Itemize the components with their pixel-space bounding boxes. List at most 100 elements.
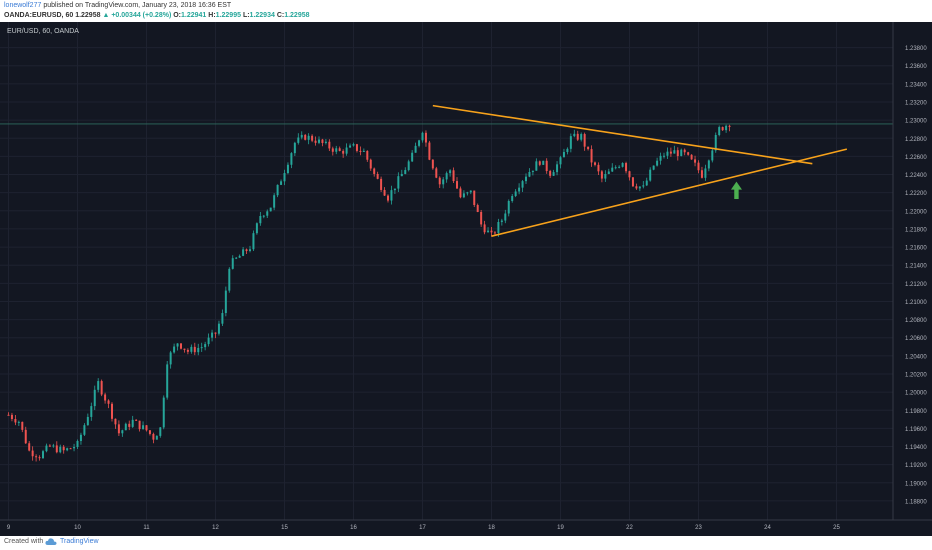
candle-body (297, 137, 300, 143)
candle-body (621, 163, 624, 167)
candle-body (90, 406, 93, 417)
candle-body (345, 147, 348, 154)
x-tick-label: 22 (626, 525, 633, 531)
candle-body (283, 173, 286, 182)
x-tick-label: 11 (143, 525, 150, 531)
candle-body (59, 446, 62, 453)
candle-body (245, 249, 248, 251)
candle-body (342, 150, 345, 154)
candle-body (597, 164, 600, 172)
candle-body (145, 425, 148, 431)
candle-body (276, 184, 279, 196)
candle-body (669, 151, 672, 154)
candle-body (583, 134, 586, 147)
candle-body (45, 445, 48, 452)
candle-body (186, 349, 189, 352)
candle-body (197, 347, 200, 353)
candle-body (652, 165, 655, 170)
candle-body (393, 188, 396, 191)
candle-body (580, 134, 583, 140)
trendline (432, 104, 813, 165)
candle-body (155, 435, 158, 440)
candle-body (552, 172, 555, 176)
candle-body (200, 347, 203, 349)
candle-body (321, 139, 324, 144)
publish-text: published on TradingView.com, January 23… (43, 2, 232, 9)
author-link[interactable]: lonewolf277 (4, 2, 42, 9)
candle-body (663, 155, 665, 157)
candle-body (559, 157, 562, 165)
candle-body (431, 159, 434, 169)
candle-body (556, 164, 559, 173)
candle-body (7, 414, 10, 416)
candle-body (190, 346, 193, 352)
candle-body (673, 150, 676, 154)
candle-body (714, 134, 717, 151)
x-axis[interactable]: 9 10 11 12 15 16 17 18 19 22 23 24 25 (0, 519, 932, 531)
candle-body (718, 127, 721, 135)
candle-body (224, 290, 227, 314)
candle-body (404, 170, 407, 174)
candle-body (52, 445, 55, 447)
candle-body (214, 332, 217, 334)
y-tick-label: 1.19800 (905, 409, 927, 415)
candle-body (42, 451, 44, 459)
open-value: 1.22941 (181, 12, 207, 19)
y-tick-label: 1.20400 (905, 354, 927, 360)
arrow-shaft (734, 188, 739, 200)
candle-body (104, 394, 107, 401)
candle-body (638, 186, 641, 189)
candle-body (304, 134, 307, 140)
candle-body (418, 140, 421, 146)
candle-body (666, 151, 669, 156)
candle-body (507, 200, 510, 214)
candle-body (114, 418, 117, 425)
candle-body (362, 150, 365, 152)
candle-body (549, 171, 552, 176)
candle-body (380, 178, 383, 190)
y-tick-label: 1.19200 (905, 463, 927, 469)
candle-body (697, 162, 700, 171)
candle-body (69, 448, 72, 450)
tradingview-link[interactable]: TradingView (60, 538, 99, 545)
chart-area[interactable]: 1.2295823:09 1.23800 1.23600 1.23400 1.2320… (0, 22, 932, 536)
y-axis[interactable]: 1.23800 1.23600 1.23400 1.23200 1.23000 1.228… (892, 22, 932, 536)
candle-body (286, 164, 289, 174)
y-tick-label: 1.23400 (905, 82, 927, 88)
candle-body (687, 152, 690, 155)
candle-body (611, 167, 614, 172)
candle-body (545, 160, 548, 172)
y-tick-label: 1.21200 (905, 282, 927, 288)
candle-body (631, 177, 634, 187)
y-tick-label: 1.19000 (905, 481, 927, 487)
y-tick-label: 1.19400 (905, 445, 927, 451)
candle-body (711, 150, 714, 161)
candle-body (645, 180, 648, 186)
candle-body (649, 169, 652, 181)
candle-body (314, 140, 317, 143)
candle-body (642, 185, 645, 187)
x-tick-label: 18 (488, 525, 495, 531)
x-tick-label: 9 (7, 525, 11, 531)
candle-body (48, 445, 51, 447)
candle-body (259, 216, 262, 224)
candle-body (566, 148, 569, 153)
candle-body (193, 346, 196, 353)
candle-body (55, 445, 58, 453)
created-with-text: Created with (4, 538, 44, 545)
y-tick-label: 1.22400 (905, 173, 927, 179)
tradingview-cloud-icon[interactable] (45, 537, 57, 546)
candle-body (511, 195, 514, 201)
candle-body (480, 211, 483, 225)
price-chart[interactable]: 1.2295823:09 1.23800 1.23600 1.23400 1.2320… (0, 22, 932, 536)
y-tick-label: 1.22200 (905, 191, 927, 197)
candle-body (590, 149, 593, 163)
candle-body (424, 132, 427, 143)
candle-body (79, 434, 82, 442)
candle-body (318, 139, 320, 143)
candle-body (573, 133, 576, 137)
candle-body (152, 433, 155, 440)
candle-body (307, 135, 310, 140)
candle-body (83, 425, 86, 435)
candle-body (635, 186, 638, 189)
